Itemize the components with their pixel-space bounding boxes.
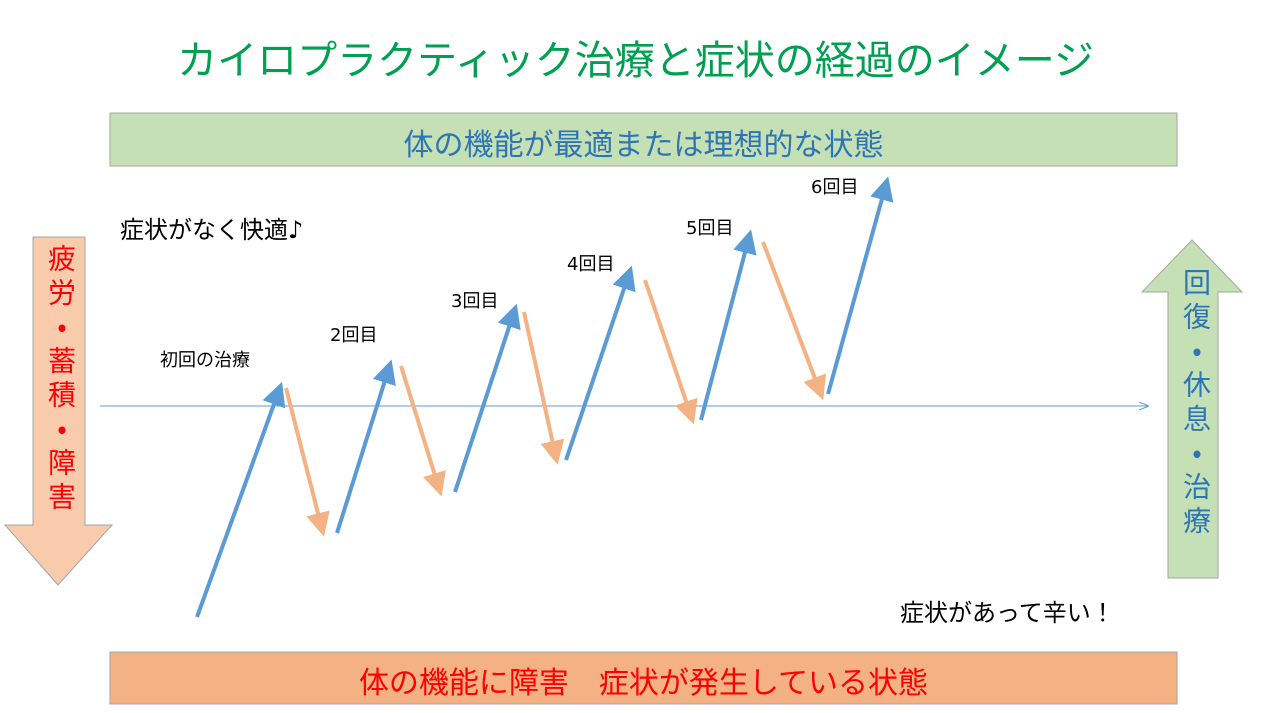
step-label: 2回目	[330, 325, 378, 346]
left-arrow	[3, 236, 114, 586]
right-arrow-label: 回復・休息・治療	[1179, 268, 1212, 540]
bottom-box-label: 体の機能に障害 症状が発生している状態	[358, 666, 929, 701]
left-arrow-label: 疲労・蓄積・障害	[44, 244, 77, 516]
step-label: 4回目	[567, 254, 615, 275]
painful-note: 症状があって辛い！	[900, 599, 1115, 627]
improvement-arrows	[195, 176, 894, 618]
step-label: 6回目	[811, 177, 859, 198]
step-label: 3回目	[451, 291, 499, 312]
title: カイロプラクティック治療と症状の経過のイメージ	[177, 38, 1094, 84]
step-label: 初回の治療	[160, 350, 250, 371]
bottom-box	[109, 651, 1178, 705]
comfortable-note: 症状がなく快適♪	[120, 216, 304, 244]
top-box	[109, 112, 1178, 167]
relapse-arrows	[284, 241, 826, 537]
right-arrow	[1140, 239, 1244, 579]
step-label: 5回目	[686, 218, 734, 239]
top-box-label: 体の機能が最適または理想的な状態	[403, 128, 884, 163]
